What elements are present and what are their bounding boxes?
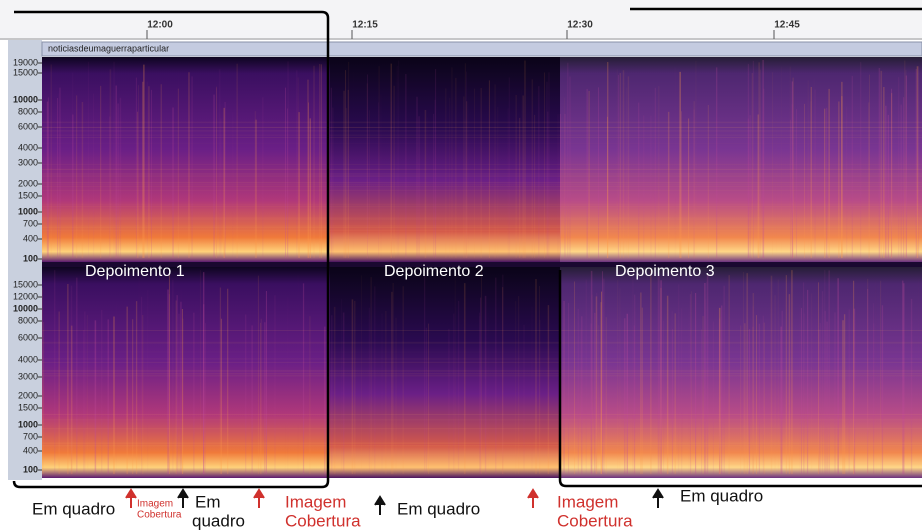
annotation: Em [195,492,221,511]
frequency-label: 1000 [18,206,38,216]
annotation: Imagem [557,492,618,511]
spectrogram [42,57,922,478]
timeline-label: 12:30 [567,20,593,31]
frequency-label: 3000 [18,371,38,381]
track-name-bar[interactable] [41,41,922,57]
frequency-label: 19000 [13,57,38,67]
section-label: Depoimento 3 [615,263,715,280]
annotation: Cobertura [285,511,361,530]
timeline-label: 12:45 [774,20,800,31]
timeline-label: 12:00 [147,20,173,31]
frequency-label: 100 [23,464,38,474]
annotation: Em quadro [680,486,763,505]
arrow [374,495,386,515]
frequency-label: 1500 [18,190,38,200]
section-label: Depoimento 1 [85,263,185,280]
arrow [253,488,265,508]
annotation: Imagem [137,499,173,510]
frequency-label: 15000 [13,279,38,289]
spectrogram-channel [42,267,330,478]
spectrogram-channel [42,57,330,262]
arrow [527,488,539,508]
spectrogram-channel [560,57,922,262]
annotation: quadro [192,511,245,530]
spectrogram-channel [560,267,922,478]
frequency-label: 6000 [18,121,38,131]
frequency-label: 4000 [18,142,38,152]
frequency-label: 10000 [13,94,38,104]
frequency-label: 10000 [13,303,38,313]
frequency-label: 6000 [18,332,38,342]
frequency-label: 2000 [18,390,38,400]
frequency-label: 8000 [18,315,38,325]
track-name: noticiasdeumaguerraparticular [48,43,169,53]
frequency-label: 700 [23,431,38,441]
frequency-label: 8000 [18,106,38,116]
spectrogram-channel [330,57,560,262]
annotation: Cobertura [557,511,633,530]
annotation: Em quadro [32,499,115,518]
spectrogram-channel [330,267,560,478]
timeline-label: 12:15 [352,20,378,31]
frequency-label: 700 [23,218,38,228]
frequency-label: 12000 [13,291,38,301]
frequency-label: 3000 [18,157,38,167]
highlight-box [558,7,922,488]
frequency-ruler [8,40,42,480]
highlight-box [12,10,330,489]
arrow [125,488,137,508]
section-label: Depoimento 2 [384,263,484,280]
annotation: Cobertura [137,510,182,521]
annotation-arrows [125,488,664,515]
frequency-label: 4000 [18,354,38,364]
frequency-label: 100 [23,253,38,263]
annotation: Imagem [285,492,346,511]
frequency-label: 400 [23,233,38,243]
timeline-ruler[interactable] [0,0,922,40]
frequency-label: 15000 [13,67,38,77]
arrow [177,488,189,508]
frequency-label: 2000 [18,178,38,188]
annotation: Em quadro [397,499,480,518]
channel-divider [42,262,922,267]
frequency-label: 1500 [18,402,38,412]
frequency-label: 1000 [18,419,38,429]
arrow [652,488,664,508]
frequency-label: 400 [23,445,38,455]
